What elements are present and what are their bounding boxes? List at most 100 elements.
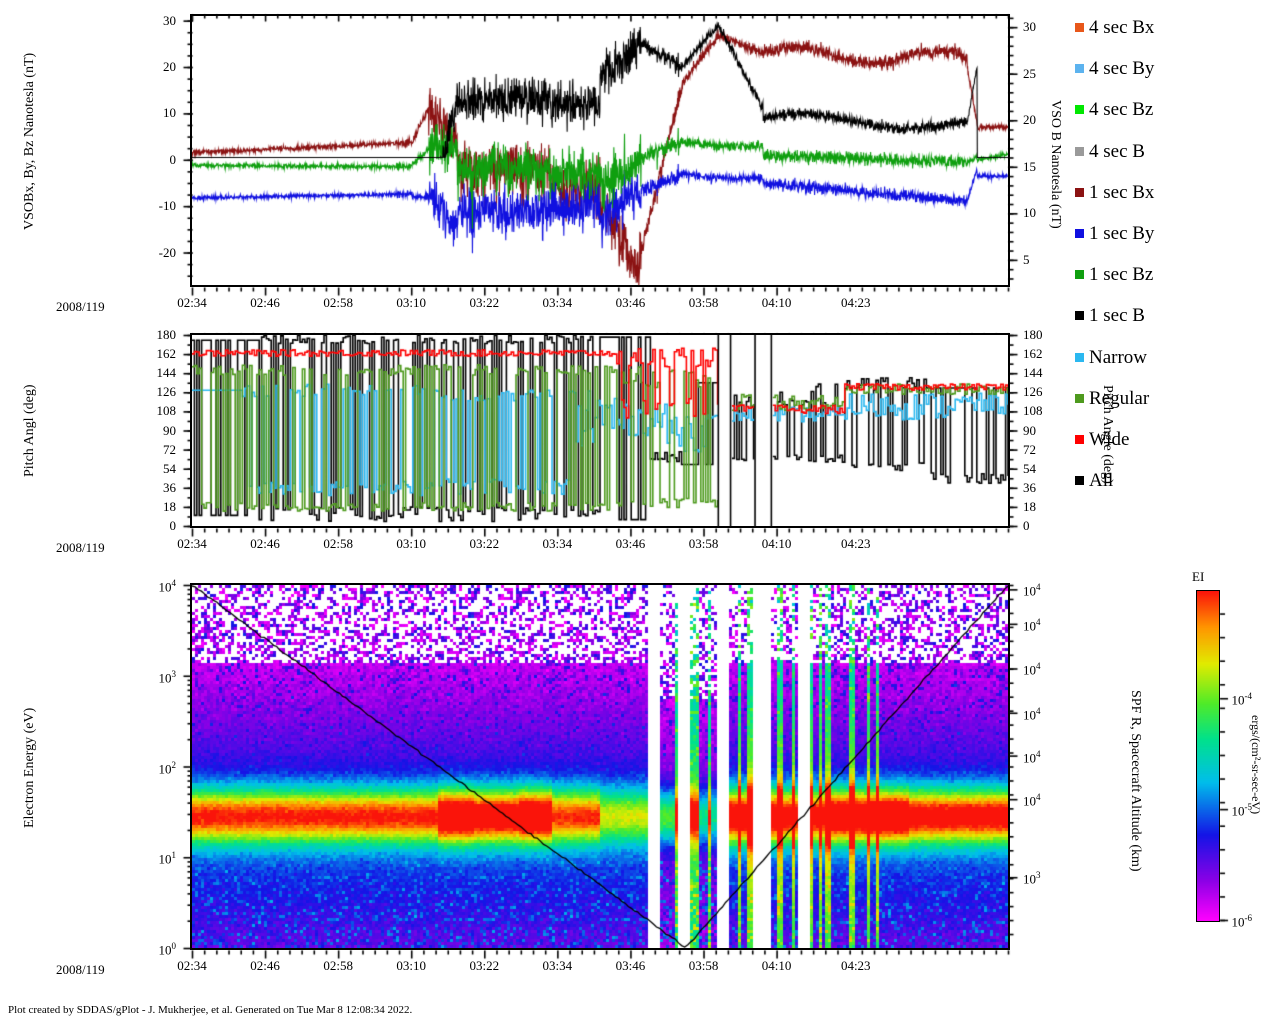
time-tick-p1-8: 04:10 bbox=[761, 295, 792, 310]
pa-ytick-right-6: 72 bbox=[1023, 441, 1036, 457]
legend-swatch-icon bbox=[1075, 311, 1084, 321]
time-tick-p3-0: 02:34 bbox=[177, 958, 207, 973]
mag-ytick-left-3: 0 bbox=[169, 151, 177, 167]
legend-swatch-icon bbox=[1075, 435, 1084, 444]
date-label-panel3: 2008/119 bbox=[56, 962, 105, 977]
magnetometer-ylabel-left: VSOBx, By, Bz Nanotesla (nT) bbox=[22, 52, 37, 230]
legend-item-4-sec-by[interactable]: 4 sec By bbox=[1075, 59, 1154, 78]
legend-item-1-sec-by[interactable]: 1 sec By bbox=[1075, 224, 1154, 243]
time-tick-p1-4: 03:22 bbox=[469, 295, 500, 310]
mag-ytick-right-4: 10 bbox=[1023, 205, 1036, 221]
time-tick-p3-7: 03:58 bbox=[688, 958, 719, 973]
time-tick-p1-9: 04:23 bbox=[840, 295, 871, 310]
time-tick-p2-5: 03:34 bbox=[542, 536, 573, 551]
time-tick-p1-6: 03:46 bbox=[615, 295, 646, 310]
mag-ytick-left-0: 30 bbox=[163, 12, 176, 28]
mag-ytick-right-2: 20 bbox=[1023, 112, 1036, 128]
date-label-panel1: 2008/119 bbox=[56, 299, 105, 314]
magnetometer-ylabel-right: VSO B Nanotesla (nT) bbox=[1048, 100, 1063, 229]
pa-ytick-left-10: 0 bbox=[169, 518, 177, 533]
time-tick-p3-5: 03:34 bbox=[542, 958, 573, 973]
legend-swatch-icon bbox=[1075, 64, 1084, 74]
legend-label: 1 sec Bx bbox=[1089, 181, 1155, 203]
spec-ytick-left-4: 104 bbox=[158, 578, 177, 595]
spec-ytick-left-2: 102 bbox=[158, 759, 177, 776]
colorbar-tick-1: 10-5 bbox=[1231, 802, 1253, 819]
legend-item-4-sec-b[interactable]: 4 sec B bbox=[1075, 142, 1145, 161]
time-tick-p2-3: 03:10 bbox=[396, 536, 427, 551]
mag-ytick-left-4: -10 bbox=[158, 198, 176, 214]
spec-ytick-left-0: 100 bbox=[158, 941, 177, 958]
time-tick-p3-8: 04:10 bbox=[761, 958, 792, 973]
pa-ytick-right-1: 162 bbox=[1023, 346, 1043, 362]
legend-label: Regular bbox=[1089, 387, 1150, 409]
time-tick-p3-4: 03:22 bbox=[469, 958, 500, 973]
time-tick-p2-2: 02:58 bbox=[323, 536, 353, 551]
legend-item-all[interactable]: All bbox=[1075, 471, 1113, 490]
electron-spectrogram-panel bbox=[190, 583, 1010, 950]
legend-label: Wide bbox=[1089, 429, 1130, 450]
spec-ytick-right-4: 104 bbox=[1023, 748, 1041, 765]
pa-ytick-right-4: 108 bbox=[1023, 403, 1043, 419]
pa-ytick-left-7: 54 bbox=[163, 460, 176, 476]
magnetometer-panel bbox=[190, 14, 1010, 287]
mag-ytick-right-1: 25 bbox=[1023, 65, 1036, 81]
legend-label: 1 sec B bbox=[1089, 305, 1145, 327]
legend-item-4-sec-bz[interactable]: 4 sec Bz bbox=[1075, 100, 1153, 119]
mag-ytick-left-2: 10 bbox=[163, 105, 176, 121]
mag-ytick-left-5: -20 bbox=[158, 244, 176, 260]
time-tick-p3-1: 02:46 bbox=[250, 958, 280, 973]
time-tick-p2-9: 04:23 bbox=[840, 536, 871, 551]
spec-ytick-left-3: 103 bbox=[158, 668, 177, 686]
pa-ytick-right-0: 180 bbox=[1023, 327, 1043, 342]
time-tick-p1-2: 02:58 bbox=[323, 295, 353, 310]
legend-item-narrow[interactable]: Narrow bbox=[1075, 348, 1147, 367]
legend-item-1-sec-bx[interactable]: 1 sec Bx bbox=[1075, 183, 1154, 202]
pitch-angle-panel bbox=[190, 333, 1010, 528]
time-tick-p3-3: 03:10 bbox=[396, 958, 427, 973]
spec-ytick-right-0: 104 bbox=[1023, 582, 1041, 599]
legend-label: All bbox=[1089, 470, 1114, 492]
colorbar-title: EI bbox=[1192, 569, 1205, 584]
legend-swatch-icon bbox=[1075, 270, 1084, 280]
time-tick-p2-1: 02:46 bbox=[250, 536, 280, 551]
legend-swatch-icon bbox=[1075, 476, 1084, 486]
mag-ytick-right-0: 30 bbox=[1023, 19, 1036, 35]
legend-label: 4 sec Bx bbox=[1089, 17, 1155, 38]
pa-ytick-left-0: 180 bbox=[156, 327, 177, 342]
legend-swatch-icon bbox=[1075, 229, 1084, 238]
electron-spectrogram-canvas bbox=[192, 585, 1008, 948]
time-tick-p2-8: 04:10 bbox=[761, 536, 792, 551]
time-tick-p1-1: 02:46 bbox=[250, 295, 280, 310]
pitch-angle-ylabel-left: Pitch Angl (deg) bbox=[22, 384, 37, 477]
legend-label: Narrow bbox=[1089, 346, 1148, 368]
time-tick-p2-0: 02:34 bbox=[177, 536, 207, 551]
pa-ytick-left-8: 36 bbox=[163, 479, 176, 495]
legend-item-1-sec-b[interactable]: 1 sec B bbox=[1075, 306, 1145, 325]
legend-swatch-icon bbox=[1075, 187, 1084, 197]
pa-ytick-left-9: 18 bbox=[163, 498, 176, 514]
spectrogram-ylabel-left: Electron Energy (eV) bbox=[22, 707, 37, 828]
spec-ytick-right-1: 104 bbox=[1023, 616, 1041, 634]
time-tick-p1-0: 02:34 bbox=[177, 295, 207, 310]
pitch-angle-canvas bbox=[192, 335, 1008, 526]
pa-ytick-left-6: 72 bbox=[163, 441, 176, 457]
pa-ytick-left-1: 162 bbox=[156, 346, 177, 362]
pa-ytick-left-3: 126 bbox=[156, 384, 177, 400]
legend-swatch-icon bbox=[1075, 105, 1084, 115]
time-tick-p2-4: 03:22 bbox=[469, 536, 500, 551]
pa-ytick-right-8: 36 bbox=[1023, 479, 1036, 495]
mag-ytick-right-3: 15 bbox=[1023, 158, 1036, 174]
legend-item-regular[interactable]: Regular bbox=[1075, 389, 1149, 408]
legend-item-1-sec-bz[interactable]: 1 sec Bz bbox=[1075, 265, 1153, 284]
colorbar-unit-label: ergs/(cm²-sr-sec-eV) bbox=[1249, 715, 1263, 815]
time-tick-p2-6: 03:46 bbox=[615, 536, 646, 551]
time-tick-p1-7: 03:58 bbox=[688, 295, 719, 310]
legend-item-wide[interactable]: Wide bbox=[1075, 430, 1129, 449]
legend-label: 4 sec By bbox=[1089, 58, 1155, 80]
time-tick-p2-7: 03:58 bbox=[688, 536, 719, 551]
legend-item-4-sec-bx[interactable]: 4 sec Bx bbox=[1075, 18, 1154, 37]
magnetometer-canvas bbox=[192, 16, 1008, 285]
pa-ytick-right-9: 18 bbox=[1023, 498, 1036, 514]
legend-label: 4 sec Bz bbox=[1089, 99, 1154, 121]
